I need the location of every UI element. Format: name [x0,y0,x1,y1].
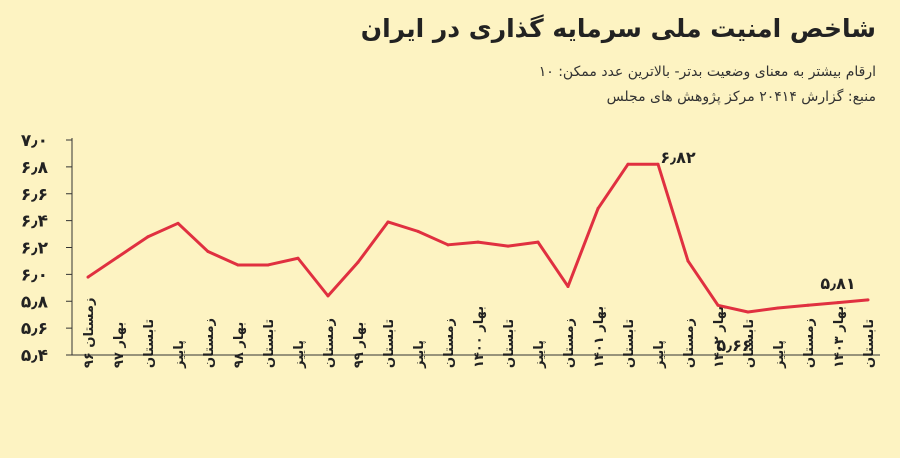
data-point [326,294,330,298]
x-tick-label: بهار ۹۷ [112,322,127,368]
x-tick-label: زمستان [202,318,217,368]
x-tick-label: تابستان [622,319,637,368]
x-tick-label: زمستان [682,318,697,368]
data-point [716,303,720,307]
x-tick-label: پاییز [172,340,187,369]
data-point [866,298,870,302]
x-tick-label: بهار ۱۴۰۳ [832,306,847,368]
data-label: ۵٫۸۱ [820,274,855,293]
x-tick-label: بهار ۱۴۰۰ [472,306,487,368]
data-point [356,260,360,264]
y-tick-label: ۶٫۸ [21,158,49,178]
x-tick-label: تابستان [142,319,157,368]
y-tick-label: ۶٫۶ [21,185,48,205]
data-point [416,229,420,233]
data-point [176,221,180,225]
y-tick-label: ۶٫۲ [21,239,49,259]
x-tick-label: بهار ۹۸ [232,322,247,368]
y-tick-label: ۷٫۰ [21,131,48,151]
data-point [386,220,390,224]
x-tick-label: زمستان [322,318,337,368]
x-tick-label: تابستان [862,319,877,368]
data-point [446,243,450,247]
data-point [656,162,660,166]
series-line [87,162,869,314]
y-tick-label: ۵٫۴ [21,346,48,366]
y-tick-label: ۵٫۶ [21,319,48,339]
data-point [236,263,240,267]
data-point [476,240,480,244]
x-tick-label: زمستان [442,318,457,368]
data-point [146,235,150,239]
data-label: ۶٫۸۲ [660,148,696,167]
x-tick-label: پاییز [292,340,307,369]
x-tick-label: پاییز [652,340,667,369]
data-point [506,244,510,248]
y-tick-label: ۶٫۰ [21,265,48,285]
data-point [296,256,300,260]
x-tick-label: بهار ۱۴۰۱ [592,306,607,368]
x-tick-label: بهار ۹۹ [352,322,367,368]
data-point [206,250,210,254]
data-point [806,303,810,307]
y-tick-label: ۶٫۴ [21,212,48,232]
data-point [116,255,120,259]
x-tick-label: پاییز [532,340,547,369]
data-point [596,207,600,211]
data-point [86,275,90,279]
x-tick-label: تابستان [382,319,397,368]
data-point [776,306,780,310]
data-point [836,301,840,305]
x-tick-label: زمستان [802,318,817,368]
x-tick-label: تابستان [502,319,517,368]
y-tick-label: ۵٫۸ [21,292,49,312]
data-point [686,259,690,263]
data-point [536,240,540,244]
x-tick-label: زمستان [562,318,577,368]
x-tick-label: پاییز [412,340,427,369]
x-tick-label: تابستان [262,319,277,368]
data-point [626,162,630,166]
x-tick-label: زمستان ۹۶ [82,298,97,368]
chart-source: منبع: گزارش ۲۰۴۱۴ مرکز پژوهش های مجلس [606,89,876,105]
data-point [566,284,570,288]
chart-subtitle: ارقام بیشتر به معنای وضعیت بدتر- بالاتری… [538,64,876,80]
data-point [746,310,750,314]
chart-title: شاخص امنیت ملی سرمایه گذاری در ایران [360,14,876,43]
data-point [266,263,270,267]
x-tick-label: بهار ۱۴۰۲ [712,306,727,368]
data-label: ۵٫۶۶ [716,336,751,355]
x-tick-label: تابستان [742,319,757,368]
x-tick-label: پاییز [772,340,787,369]
